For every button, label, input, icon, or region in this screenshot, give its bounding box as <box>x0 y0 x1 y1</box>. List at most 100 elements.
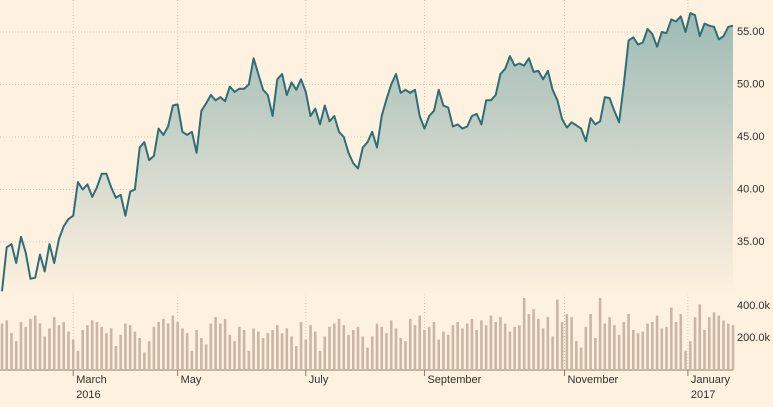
volume-bar <box>238 326 241 370</box>
volume-bar <box>579 347 583 370</box>
volume-bar <box>655 315 659 370</box>
volume-bar <box>565 314 569 370</box>
volume-bar <box>356 326 360 370</box>
volume-bar <box>95 322 99 370</box>
volume-bar <box>200 338 203 370</box>
volume-bar <box>613 325 616 370</box>
volume-bar <box>242 330 246 370</box>
volume-bar <box>100 326 103 370</box>
volume-bar <box>669 307 673 370</box>
volume-bar <box>703 330 706 370</box>
volume-bar <box>223 318 227 370</box>
volume-bar <box>342 325 346 370</box>
volume-bar <box>385 333 388 370</box>
volume-bar <box>556 299 559 370</box>
volume-bar <box>717 315 721 370</box>
volume-bar <box>598 298 602 370</box>
volume-bar <box>195 330 198 370</box>
y-tick-label: 50.00 <box>737 78 765 90</box>
volume-bar <box>627 314 630 370</box>
volume-bar <box>622 322 626 370</box>
volume-bar <box>603 323 607 370</box>
volume-bar <box>299 322 303 370</box>
volume-bar <box>128 325 132 370</box>
volume-bar <box>684 350 687 370</box>
y-tick-label: 35.00 <box>737 236 765 248</box>
volume-bar <box>560 322 564 370</box>
volume-bar <box>707 317 711 370</box>
volume-bar <box>375 323 379 370</box>
volume-bar <box>86 325 89 370</box>
volume-bar <box>119 334 122 370</box>
volume-bar <box>162 318 165 370</box>
volume-bar <box>185 333 189 370</box>
volume-bar <box>546 317 550 370</box>
volume-bar <box>76 350 80 370</box>
volume-bar <box>219 323 222 370</box>
volume-bar <box>636 333 640 370</box>
volume-bar <box>722 320 725 370</box>
volume-bar <box>190 350 194 370</box>
volume-bar <box>651 322 654 370</box>
volume-bar <box>214 317 217 370</box>
volume-bar <box>446 334 450 370</box>
volume-bar <box>442 331 445 370</box>
volume-bar <box>62 322 66 370</box>
volume-bar <box>29 318 32 370</box>
volume-bar <box>570 317 573 370</box>
volume-bar <box>33 315 37 370</box>
y-tick-label: 40.00 <box>737 183 765 195</box>
volume-bar <box>527 314 531 370</box>
volume-bar <box>461 328 464 370</box>
volume-bar <box>147 341 151 370</box>
volume-bar <box>81 330 84 370</box>
volume-bar <box>67 331 70 370</box>
x-tick-year: 2016 <box>76 389 100 401</box>
volume-bar <box>252 328 255 370</box>
y-tick-label: 45.00 <box>737 131 765 143</box>
volume-bar <box>114 346 118 370</box>
volume-bar <box>90 320 94 370</box>
volume-bar <box>698 304 702 370</box>
volume-bar <box>494 322 497 370</box>
volume-bar <box>361 336 365 370</box>
volume-bar <box>451 325 455 370</box>
volume-bar <box>24 326 28 370</box>
volume-bar <box>608 317 611 370</box>
volume-bar <box>271 330 274 370</box>
area <box>2 13 733 295</box>
volume-bar <box>323 336 327 370</box>
volume-bar <box>257 331 260 370</box>
volume-bar <box>665 326 668 370</box>
volume-bar <box>332 323 336 370</box>
volume-bar <box>370 336 374 370</box>
volume-bar <box>328 326 331 370</box>
volume-bar <box>617 334 621 370</box>
volume-bar <box>679 314 683 370</box>
volume-bar <box>366 347 369 370</box>
volume-bar <box>584 326 588 370</box>
volume-bar <box>109 328 113 370</box>
volume-bar <box>641 331 645 370</box>
volume-bar <box>233 341 236 370</box>
volume-bar <box>503 323 507 370</box>
volume-bar <box>261 338 265 370</box>
volume-bar <box>518 325 521 370</box>
volume-bar <box>380 326 384 370</box>
volume-bar <box>632 330 635 370</box>
volume-bar <box>209 323 213 370</box>
volume-bar <box>508 331 512 370</box>
volume-bar <box>674 322 678 370</box>
volume-bar <box>475 330 478 370</box>
volume-bar <box>513 326 516 370</box>
volume-bar <box>541 328 545 370</box>
volume-bar <box>427 326 431 370</box>
volume-bar <box>404 341 407 370</box>
volume-bar <box>423 330 426 370</box>
volume-bar <box>351 330 355 370</box>
volume-bar <box>166 323 170 370</box>
volume-bar <box>10 333 13 370</box>
volume-bar <box>594 338 597 370</box>
volume-bar <box>437 339 440 370</box>
